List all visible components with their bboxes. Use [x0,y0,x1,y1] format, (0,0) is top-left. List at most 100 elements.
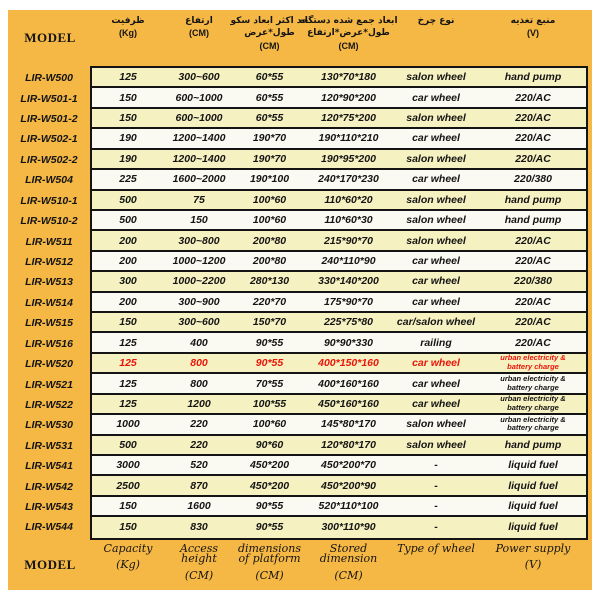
cell-wheel: car wheel [412,357,460,370]
cell-capacity: 125 [119,336,137,349]
cell-height: 600~1000 [175,91,223,104]
cell-platform: 60*55 [255,91,284,104]
cell-platform: 60*55 [255,112,284,125]
cell-stored: 175*90*70 [323,295,374,308]
cell-power: 220/AC [515,234,551,247]
table-row: 500 220 90*60 120*80*170 salon wheel hand pum… [92,435,586,457]
model-label: LIR-W500 [25,72,73,85]
cell-height: 1000~1200 [172,255,226,267]
table-row: 300 1000~2200 280*130 330*140*200 car wheel 2… [92,272,586,293]
cell-wheel: car/salon wheel [396,316,476,329]
cell-power: 220/AC [515,91,551,104]
cell-power: liquid fuel [508,459,558,472]
cell-platform: 100*60 [252,214,287,227]
footer-col-wheel: Type of wheel [392,540,480,590]
cell-capacity: 500 [119,438,137,451]
cell-power: 220/AC [515,255,551,267]
cell-platform: 70*55 [255,377,284,390]
cell-capacity: 300 [119,275,137,288]
header-col-capacity: ظرفیت (Kg) [92,10,164,66]
model-label: LIR-W501-2 [20,113,78,126]
table-row: 125 300~600 60*55 130*70*180 salon wheel hand… [92,68,586,89]
cell-wheel: car wheel [412,275,460,288]
cell-platform: 100*55 [252,397,287,410]
header-text: طول*عرض*ارتفاع [307,28,390,39]
cell-height: 150 [190,214,208,227]
cell-stored: 450*200*90 [321,479,376,492]
model-label: LIR-W530 [25,419,73,432]
cell-power: liquid fuel [508,500,558,513]
cell-capacity: 190 [119,152,137,165]
cell-capacity: 125 [119,377,137,390]
cell-stored: 450*200*70 [321,459,376,472]
table-row: 125 800 70*55 400*160*160 car wheel urban ele… [92,374,586,395]
header-text: منبع تغذیه [510,16,556,26]
cell-height: 600~1000 [175,112,223,125]
header-text: ابعاد جمع شده دستگاه [299,16,398,26]
cell-height: 1600~2000 [172,173,226,186]
header-text: (CM) [189,28,209,39]
table-footer: MODEL Capacity (Kg) Access height (CM) dimen… [8,540,592,590]
footer-unit: (Kg) [116,558,140,572]
cell-platform: 200*80 [252,234,287,247]
cell-stored: 145*80*170 [321,418,376,431]
cell-platform: 90*55 [255,500,284,513]
model-label: LIR-W531 [25,439,73,452]
header-col-platform: حد اکثر ابعاد سکو طول*عرض (CM) [231,10,309,66]
cell-height: 1200 [187,397,211,410]
cell-wheel: car wheel [412,173,460,186]
cell-stored: 300*110*90 [321,521,376,534]
cell-wheel: salon wheel [406,438,466,451]
cell-height: 800 [190,357,208,370]
cell-platform: 60*55 [255,71,284,84]
header-text: ظرفیت [111,16,145,26]
cell-capacity: 2500 [116,479,140,492]
cell-stored: 120*80*170 [321,438,376,451]
model-label: LIR-W522 [25,398,73,411]
cell-wheel: car wheel [412,132,460,145]
cell-platform: 190*70 [252,152,287,165]
cell-power: urban electricity & battery charge [500,374,566,392]
model-label: LIR-W541 [25,460,73,473]
cell-platform: 190*100 [249,173,290,186]
cell-capacity: 125 [119,71,137,84]
model-label: LIR-W511 [25,235,73,248]
table-row: 200 300~800 200*80 215*90*70 salon wheel 220/… [92,231,586,252]
table-row: 150 830 90*55 300*110*90 - liquid fuel [92,517,586,538]
cell-stored: 400*150*160 [318,357,379,370]
cell-power: 220/380 [514,275,552,288]
cell-stored: 240*110*90 [321,255,376,267]
footer-unit: (V) [524,558,542,572]
cell-wheel: - [434,500,438,513]
table-row: 225 1600~2000 190*100 240*170*230 car wheel 2… [92,170,586,191]
cell-stored: 90*90*330 [323,336,374,349]
footer-label: Power supply [495,541,571,555]
header-col-stored: ابعاد جمع شده دستگاه طول*عرض*ارتفاع (CM) [299,10,397,66]
model-label: LIR-W543 [25,501,73,514]
cell-stored: 110*60*30 [324,214,373,227]
cell-power: hand pump [504,214,562,227]
cell-wheel: salon wheel [406,71,466,84]
footer-col-height: Access height (CM) [164,540,234,590]
cell-capacity: 150 [119,521,137,534]
model-label: LIR-W515 [25,317,73,330]
table-row: 1000 220 100*60 145*80*170 salon wheel urban … [92,415,586,436]
cell-power: 220/380 [514,173,552,186]
cell-stored: 330*140*200 [318,275,379,288]
model-label: LIR-W512 [25,256,73,268]
footer-col-stored: Stored dimension (CM) [305,540,392,590]
cell-platform: 100*60 [252,418,287,431]
model-column: LIR-W500 LIR-W501-1 LIR-W501-2 LIR-W502-1 LI… [8,66,90,540]
cell-power: 220/AC [515,316,551,329]
model-label: LIR-W542 [25,480,73,493]
cell-height: 300~800 [178,234,220,247]
table-row: 500 150 100*60 110*60*30 salon wheel hand pum… [92,210,586,232]
cell-wheel: car wheel [412,397,460,410]
model-label: LIR-W514 [25,296,73,309]
model-label: LIR-W516 [25,337,73,350]
cell-height: 870 [190,479,208,492]
footer-label: Stored dimension [319,541,378,566]
header-text: حد اکثر ابعاد سکو [230,16,309,26]
cell-capacity: 200 [119,295,137,308]
cell-wheel: salon wheel [406,418,466,431]
